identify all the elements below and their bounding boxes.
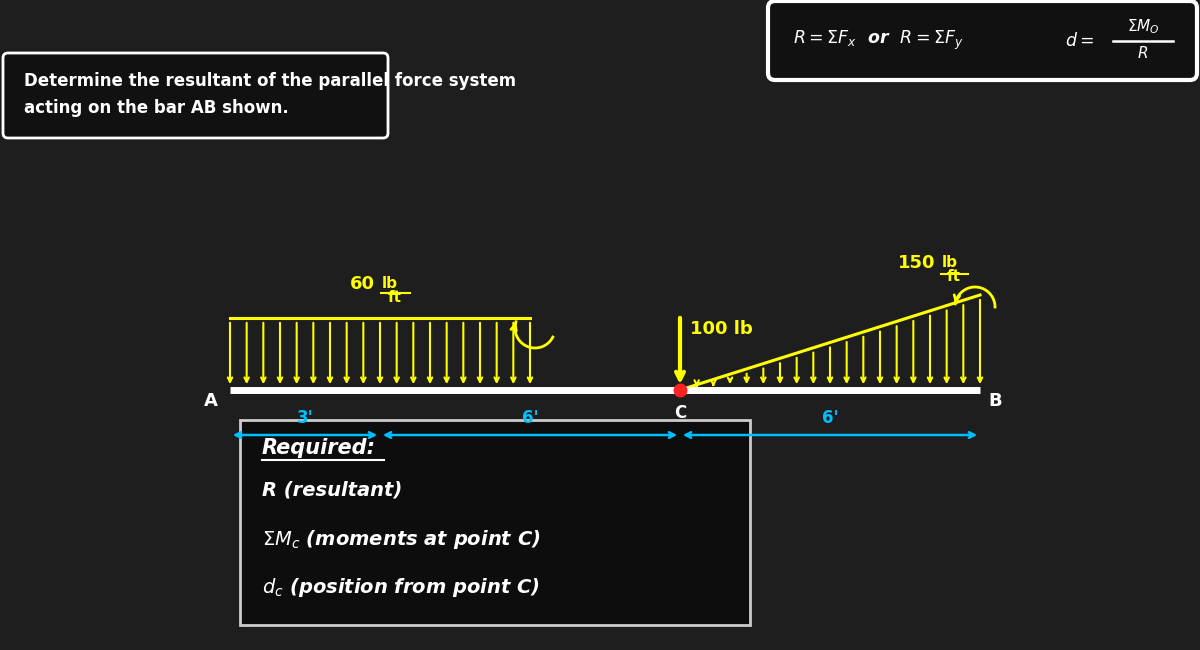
Text: R (resultant): R (resultant)	[262, 480, 402, 499]
Text: lb: lb	[942, 255, 958, 270]
Text: B: B	[988, 392, 1002, 410]
Text: $d =$: $d =$	[1066, 31, 1094, 49]
Text: $d_c$ (position from point C): $d_c$ (position from point C)	[262, 576, 540, 599]
Text: $\Sigma M_c$ (moments at point C): $\Sigma M_c$ (moments at point C)	[262, 528, 540, 551]
Text: ft: ft	[947, 269, 961, 284]
Text: C: C	[674, 404, 686, 422]
Text: Required:: Required:	[262, 438, 376, 458]
Text: 150: 150	[898, 254, 935, 272]
Text: $R$: $R$	[1138, 44, 1148, 60]
FancyBboxPatch shape	[768, 1, 1198, 80]
Text: lb: lb	[382, 276, 398, 291]
Text: 100 lb: 100 lb	[690, 320, 752, 338]
Text: 6': 6'	[822, 409, 839, 427]
Text: 3': 3'	[296, 409, 313, 427]
Text: $R = \Sigma F_x$  or  $R = \Sigma F_y$: $R = \Sigma F_x$ or $R = \Sigma F_y$	[793, 29, 964, 52]
Text: ft: ft	[388, 290, 402, 305]
Text: A: A	[204, 392, 218, 410]
FancyBboxPatch shape	[2, 53, 388, 138]
Text: Determine the resultant of the parallel force system
acting on the bar AB shown.: Determine the resultant of the parallel …	[24, 72, 516, 117]
Text: 6': 6'	[522, 409, 539, 427]
Text: $\Sigma M_O$: $\Sigma M_O$	[1127, 18, 1159, 36]
Text: 60: 60	[350, 275, 374, 293]
FancyBboxPatch shape	[240, 420, 750, 625]
